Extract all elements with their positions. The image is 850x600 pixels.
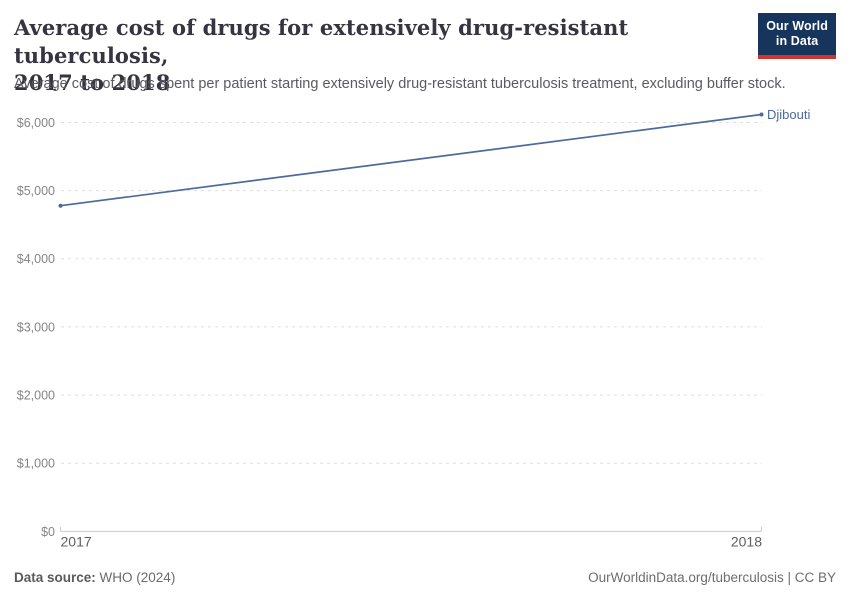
attribution-link[interactable]: OurWorldinData.org/tuberculosis | CC BY: [588, 569, 836, 585]
owid-logo[interactable]: Our World in Data: [758, 13, 836, 59]
owid-logo-text-line1: Our World: [766, 19, 828, 33]
chart-title-line1: Average cost of drugs for extensively dr…: [14, 15, 629, 68]
chart-title: Average cost of drugs for extensively dr…: [14, 14, 714, 97]
y-tick-label: $4,000: [17, 252, 55, 266]
line-series-djibouti[interactable]: [60, 113, 762, 207]
series-label-djibouti[interactable]: Djibouti: [767, 107, 810, 122]
x-tick-label-2017: 2017: [61, 534, 92, 550]
data-source-value: WHO (2024): [99, 569, 176, 585]
y-tick-label: $3,000: [17, 320, 55, 334]
x-tick-label-2018: 2018: [731, 534, 762, 550]
chart-footer: Data source: WHO (2024) OurWorldinData.o…: [14, 566, 836, 588]
owid-logo-text-line2: in Data: [775, 34, 819, 49]
y-tick-label: $0: [41, 525, 55, 539]
plot-area: $6,000 $5,000 $4,000 $3,000 $2,000 $1,00…: [17, 107, 811, 550]
data-source-label: Data source:: [14, 569, 96, 585]
y-tick-label: $6,000: [17, 116, 55, 130]
data-point-2018[interactable]: [759, 112, 764, 117]
data-source: Data source: WHO (2024): [14, 570, 175, 585]
chart-subtitle: Average cost of drugs spent per patient …: [14, 76, 786, 92]
data-point-2017[interactable]: [58, 203, 63, 208]
y-tick-label: $5,000: [17, 184, 55, 198]
y-tick-label: $1,000: [17, 457, 55, 471]
chart-title-line2: 2017 to 2018: [14, 70, 171, 96]
y-tick-label: $2,000: [17, 389, 55, 403]
